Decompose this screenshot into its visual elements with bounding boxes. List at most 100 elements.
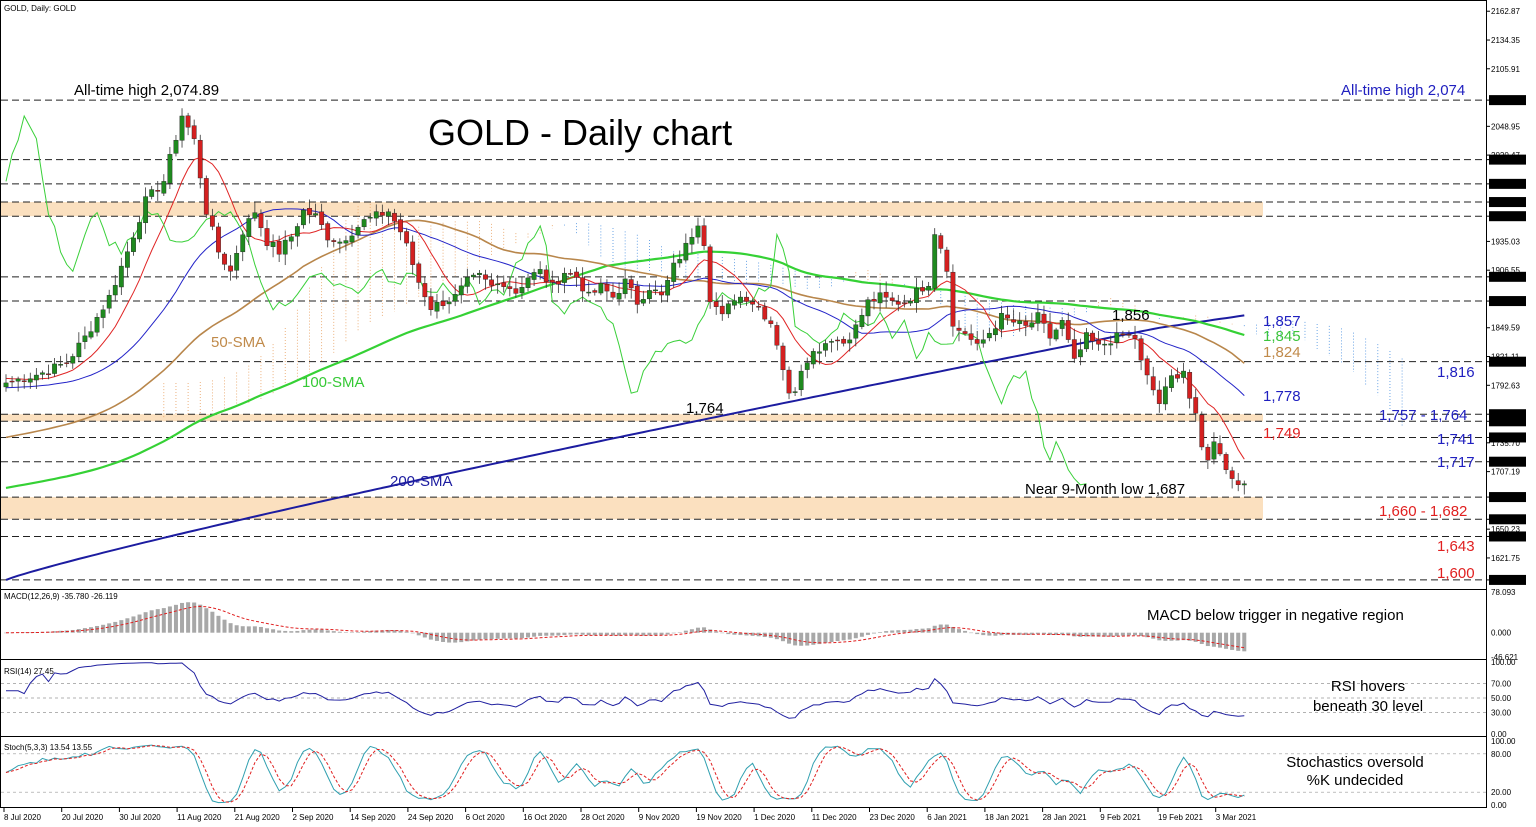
candle-body-15	[94, 317, 100, 333]
candle-body-89	[543, 269, 549, 282]
candle-body-190	[1156, 389, 1162, 404]
candle-body-185	[1126, 334, 1132, 336]
macd-bar-47	[289, 631, 294, 633]
candle-body-41	[252, 212, 258, 219]
y-tick-label-10: 1935.03	[1491, 237, 1520, 246]
y-tick-label-12: 1900.00	[1491, 273, 1520, 282]
macd-bar-128	[780, 632, 785, 642]
candle-body-96	[586, 291, 592, 294]
macd-bar-31	[192, 602, 197, 633]
macd-bar-46	[283, 630, 288, 633]
y-tick-bg-16	[1489, 356, 1526, 367]
macd-bar-119	[726, 632, 731, 635]
candle-body-134	[816, 351, 822, 354]
y-tick-bg-3	[1489, 95, 1526, 106]
macd-bar-186	[1133, 632, 1138, 636]
candle-body-203	[1235, 480, 1241, 485]
macd-bar-53	[325, 630, 330, 633]
y-tick-label-4: 2048.95	[1491, 122, 1520, 131]
macd-bar-123	[750, 632, 755, 636]
x-tick-label-2: 30 Jul 2020	[119, 813, 161, 822]
y-tick-bg-27	[1489, 531, 1526, 542]
macd-bar-24	[149, 610, 154, 633]
macd-bar-179	[1090, 632, 1095, 637]
candle-body-74	[452, 294, 458, 302]
price-axis: 2162.872134.352105.912074.892048.952020.…	[1486, 7, 1526, 585]
macd-bar-146	[890, 630, 895, 633]
y-tick-label-16: 1816.00	[1491, 358, 1520, 367]
candle-body-58	[355, 226, 361, 236]
candle-body-131	[798, 370, 804, 390]
x-tick-label-15: 23 Dec 2020	[870, 813, 916, 822]
candle-body-193	[1175, 374, 1180, 379]
candle-body-18	[112, 285, 118, 296]
candle-body-62	[379, 211, 385, 216]
sma100-label: 100-SMA	[302, 374, 365, 391]
candle-body-114	[695, 225, 701, 238]
candle-body-31	[191, 125, 197, 139]
macd-bar-13	[82, 628, 87, 633]
x-tick-label-8: 6 Oct 2020	[466, 813, 506, 822]
macd-bar-34	[210, 611, 215, 633]
x-tick-label-5: 2 Sep 2020	[293, 813, 334, 822]
level-label-1757-1764: 1,757 - 1,764	[1379, 407, 1467, 424]
candle-body-4	[27, 378, 33, 383]
y-tick-bg-19	[1489, 416, 1526, 427]
macd-bar-56	[343, 632, 348, 633]
candle-body-173	[1053, 329, 1059, 340]
macd-bar-104	[635, 632, 640, 636]
macd-bar-201	[1224, 632, 1229, 649]
candle-body-122	[744, 296, 749, 302]
macd-bar-181	[1102, 632, 1107, 637]
macd-bar-16	[101, 624, 106, 633]
level-label-1741: 1,741	[1437, 431, 1475, 448]
candle-body-161	[980, 339, 986, 344]
candle-body-140	[853, 324, 859, 339]
low-1764-label: 1,764	[686, 400, 724, 417]
macd-bar-73	[447, 632, 452, 643]
y-tick-bg-25	[1489, 514, 1526, 525]
candle-body-147	[895, 301, 901, 305]
x-tick-label-16: 6 Jan 2021	[927, 813, 967, 822]
candle-body-167	[1017, 320, 1023, 324]
stoch-header: Stoch(5,3,3) 13.54 13.55	[4, 743, 93, 752]
candle-body-91	[555, 281, 561, 285]
candle-body-117	[713, 301, 719, 307]
rsi-series: 100.00 70.00 50.00 30.00 0.00	[1, 658, 1516, 739]
macd-bar-175	[1066, 632, 1071, 636]
macd-bar-158	[963, 630, 968, 633]
macd-bar-23	[143, 612, 148, 633]
macd-bar-154	[938, 624, 943, 633]
macd-bar-156	[950, 626, 955, 633]
rsi-y-label-1: 70.00	[1491, 680, 1512, 689]
macd-bar-4	[28, 632, 33, 633]
candle-body-37	[228, 265, 233, 272]
macd-bar-136	[829, 632, 834, 643]
candle-body-164	[999, 312, 1004, 330]
candle-body-14	[88, 331, 94, 338]
candle-body-175	[1065, 320, 1071, 340]
macd-bar-50	[307, 629, 312, 633]
candle-body-121	[738, 296, 743, 303]
macd-bar-185	[1126, 632, 1131, 636]
macd-bar-55	[337, 631, 342, 633]
candle-body-51	[313, 213, 318, 216]
macd-bar-96	[586, 632, 591, 636]
macd-bar-144	[878, 632, 883, 633]
level-label-1749: 1,749	[1263, 425, 1301, 442]
candle-body-72	[440, 301, 446, 306]
candle-body-187	[1138, 338, 1144, 361]
macd-bar-194	[1181, 632, 1186, 641]
candle-body-168	[1023, 321, 1029, 326]
macd-series: 78.093 0.000 -46.621	[4, 588, 1519, 662]
macd-bar-173	[1054, 632, 1059, 636]
macd-bar-81	[495, 632, 500, 639]
y-tick-label-18: 1764.00	[1491, 410, 1520, 419]
macd-bar-159	[969, 632, 974, 634]
candle-body-132	[804, 362, 810, 370]
candle-body-70	[428, 296, 434, 310]
candle-body-174	[1059, 320, 1065, 329]
candle-body-55	[337, 241, 343, 244]
candle-body-128	[780, 345, 786, 371]
candle-body-20	[124, 251, 130, 268]
